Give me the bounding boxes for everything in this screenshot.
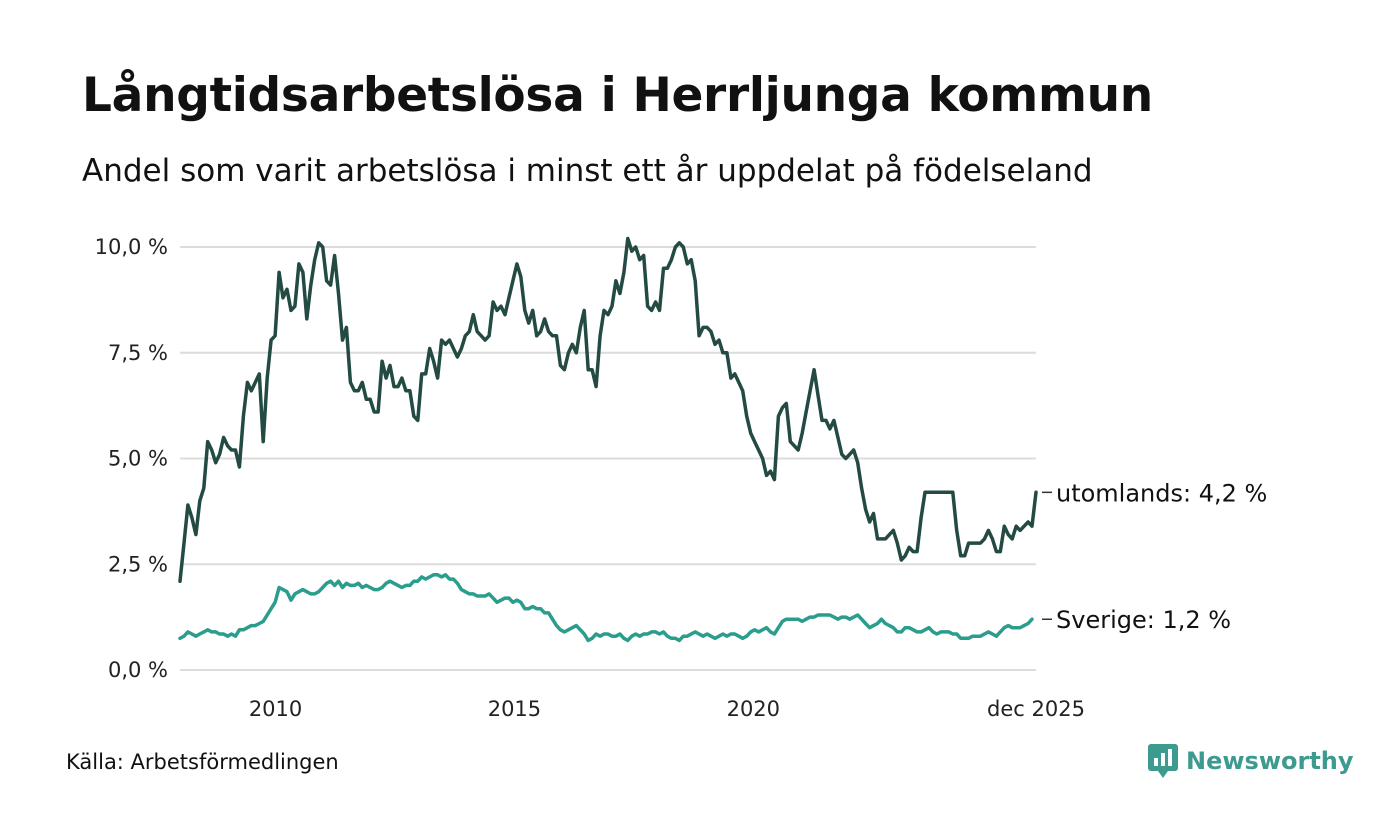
y-tick-label: 7,5 %	[108, 341, 168, 365]
end-label-utomlands: utomlands: 4,2 %	[1056, 479, 1267, 507]
y-tick-label: 5,0 %	[108, 447, 168, 471]
x-tick-label: 2010	[249, 697, 302, 721]
chart-title: Långtidsarbetslösa i Herrljunga kommun	[82, 68, 1153, 123]
x-tick-label: 2015	[488, 697, 541, 721]
y-axis: 0,0 % 2,5 % 5,0 % 7,5 % 10,0 %	[95, 235, 168, 682]
end-labels: utomlands: 4,2 % Sverige: 1,2 %	[1042, 479, 1267, 634]
newsworthy-logo-icon	[1148, 744, 1178, 778]
series-line-utomlands	[178, 236, 1038, 583]
end-label-sverige: Sverige: 1,2 %	[1056, 606, 1231, 634]
y-tick-label: 10,0 %	[95, 235, 168, 259]
chart-subtitle: Andel som varit arbetslösa i minst ett å…	[82, 153, 1093, 189]
brand-logo: Newsworthy	[1148, 744, 1354, 778]
x-tick-label: 2020	[727, 697, 780, 721]
y-tick-label: 2,5 %	[108, 552, 168, 576]
y-tick-label: 0,0 %	[108, 658, 168, 682]
series-lines	[178, 236, 1038, 643]
brand-name: Newsworthy	[1186, 747, 1354, 775]
series-line-sverige	[178, 573, 1034, 643]
source-note: Källa: Arbetsförmedlingen	[66, 750, 339, 774]
x-axis: 2010 2015 2020 dec 2025	[249, 697, 1085, 721]
x-tick-label: dec 2025	[987, 697, 1085, 721]
